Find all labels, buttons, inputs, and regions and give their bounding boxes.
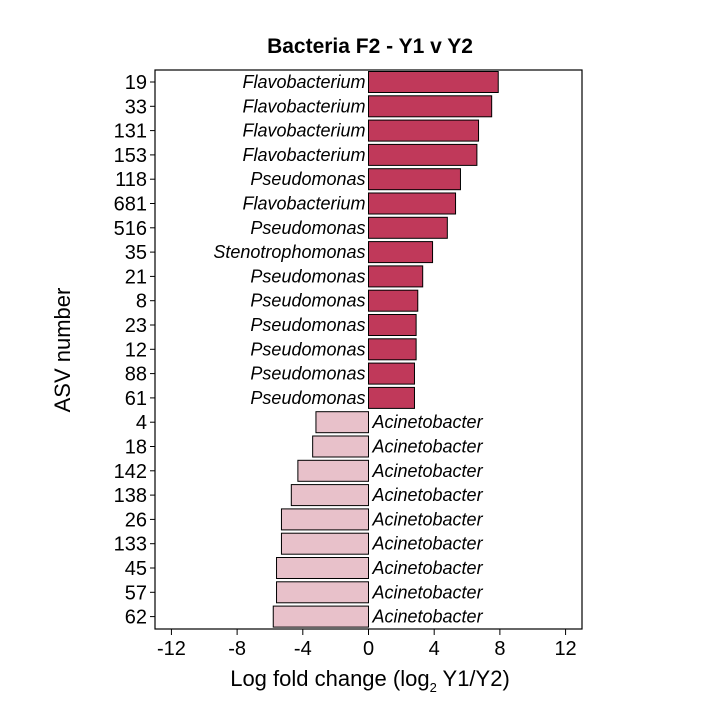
y-tick-label: 681 (114, 194, 147, 216)
y-tick-label: 19 (125, 72, 147, 94)
y-axis: 1933131153118681516352182312886141814213… (114, 72, 155, 629)
y-tick-label: 45 (125, 558, 147, 580)
bar-asv-516 (368, 216, 448, 239)
bar-asv-131 (368, 119, 480, 142)
x-tick-label: -12 (157, 638, 186, 660)
genus-label: Flavobacterium (242, 72, 365, 92)
bar-asv-18 (312, 435, 369, 458)
bar-asv-12 (368, 338, 417, 361)
genus-label: Acinetobacter (372, 558, 484, 578)
chart-title: Bacteria F2 - Y1 v Y2 (267, 35, 473, 58)
x-axis-title-subscript: 2 (430, 680, 437, 695)
bar-asv-23 (368, 314, 417, 336)
bar-asv-138 (290, 484, 369, 507)
x-axis: -12 -8 -4 0 4 8 12 (157, 629, 577, 660)
x-tick-label: 8 (494, 638, 505, 660)
y-tick-label: 153 (114, 145, 147, 167)
genus-label: Acinetobacter (372, 509, 484, 529)
y-tick-label: 26 (125, 509, 147, 531)
x-tick-label: 4 (429, 638, 440, 660)
y-tick-label: 33 (125, 96, 147, 118)
bar-asv-45 (276, 557, 369, 579)
bar-asv-57 (276, 581, 369, 604)
genus-label: Acinetobacter (372, 607, 484, 627)
labels-layer: Flavobacterium Flavobacterium Flavobacteri… (213, 72, 483, 627)
y-tick-label: 57 (125, 582, 147, 604)
y-axis-title: ASV number (50, 288, 75, 413)
genus-label: Pseudomonas (250, 218, 365, 238)
x-tick-label: 12 (554, 638, 576, 660)
genus-label: Stenotrophomonas (213, 242, 365, 262)
y-tick-label: 138 (114, 485, 147, 507)
genus-label: Flavobacterium (242, 96, 365, 116)
y-tick-label: 61 (125, 388, 147, 410)
x-axis-title: Log fold change (log2 Y1/Y2) (230, 666, 510, 695)
y-tick-label: 142 (114, 461, 147, 483)
x-tick-label: -4 (294, 638, 312, 660)
genus-label: Pseudomonas (250, 339, 365, 359)
bar-asv-153 (368, 143, 478, 166)
bars-layer (272, 71, 499, 628)
y-tick-label: 35 (125, 242, 147, 264)
bar-asv-118 (368, 168, 461, 191)
bar-asv-88 (368, 362, 415, 385)
x-tick-label: 0 (363, 638, 374, 660)
genus-label: Pseudomonas (250, 364, 365, 384)
bar-asv-19 (368, 71, 499, 93)
y-tick-label: 8 (136, 291, 147, 313)
genus-label: Pseudomonas (250, 169, 365, 189)
genus-label: Pseudomonas (250, 266, 365, 286)
genus-label: Pseudomonas (250, 388, 365, 408)
y-tick-label: 131 (114, 121, 147, 143)
bar-asv-35 (368, 241, 434, 264)
bar-asv-61 (368, 386, 415, 409)
genus-label: Acinetobacter (372, 534, 484, 554)
bar-asv-681 (368, 192, 457, 215)
genus-label: Flavobacterium (242, 194, 365, 214)
bar-asv-21 (368, 265, 424, 288)
y-tick-label: 21 (125, 266, 147, 288)
y-tick-label: 516 (114, 218, 147, 240)
genus-label: Acinetobacter (372, 461, 484, 481)
x-axis-title-main: Log fold change (log (230, 666, 429, 691)
y-tick-label: 62 (125, 607, 147, 629)
x-axis-title-suffix: Y1/Y2) (437, 666, 510, 691)
y-tick-label: 88 (125, 364, 147, 386)
genus-label: Acinetobacter (372, 437, 484, 457)
y-tick-label: 18 (125, 437, 147, 459)
bar-asv-133 (280, 532, 370, 555)
genus-label: Flavobacterium (242, 145, 365, 165)
y-tick-label: 23 (125, 315, 147, 337)
bar-asv-8 (368, 289, 419, 312)
bar-asv-33 (368, 95, 493, 118)
genus-label: Pseudomonas (250, 315, 365, 335)
genus-label: Flavobacterium (242, 121, 365, 141)
genus-label: Acinetobacter (372, 485, 484, 505)
y-tick-label: 12 (125, 339, 147, 361)
bar-asv-142 (297, 459, 369, 482)
genus-label: Pseudomonas (250, 291, 365, 311)
y-tick-label: 118 (115, 169, 147, 191)
genus-label: Acinetobacter (372, 582, 484, 602)
bar-asv-62 (272, 605, 369, 628)
y-tick-label: 4 (136, 412, 147, 434)
genus-label: Acinetobacter (372, 412, 484, 432)
x-tick-label: -8 (228, 638, 246, 660)
y-tick-label: 133 (114, 534, 147, 556)
bar-asv-26 (280, 508, 370, 531)
bar-asv-4 (315, 411, 370, 434)
